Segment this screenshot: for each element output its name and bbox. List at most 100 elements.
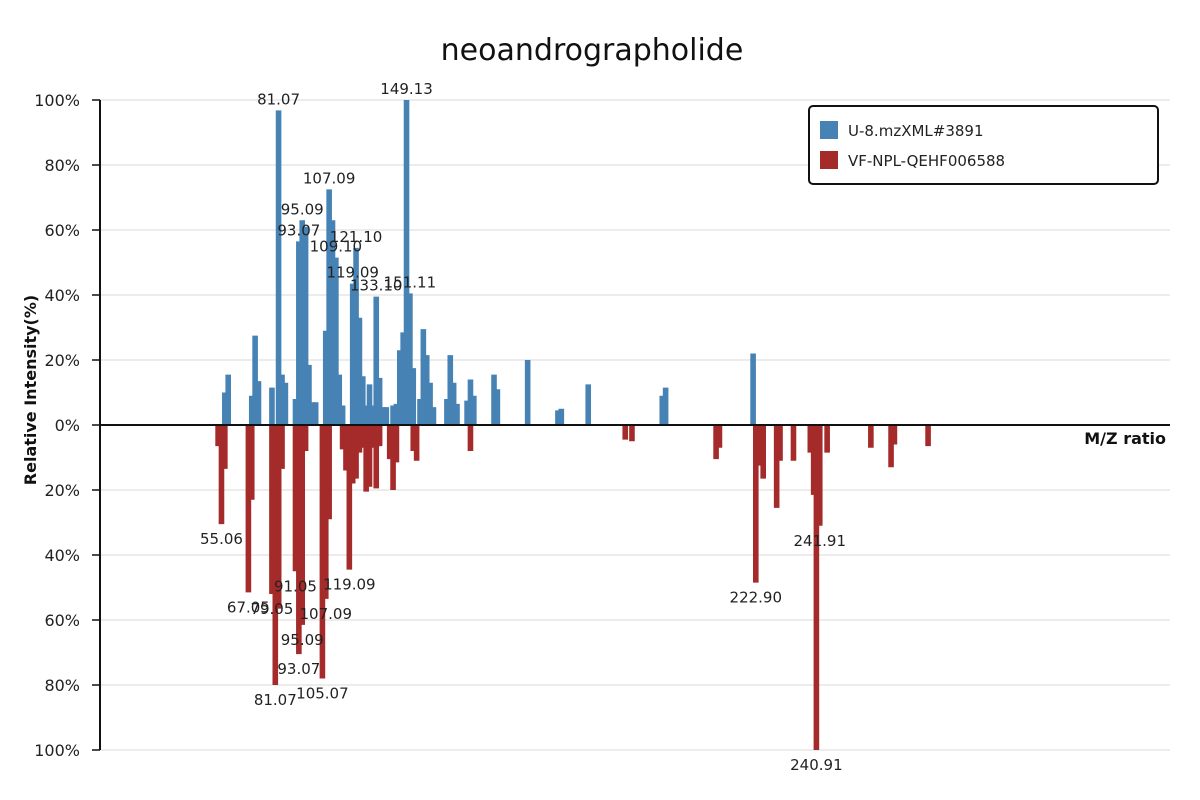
bar-series-1 [750, 353, 756, 425]
y-tick-label: 100% [34, 91, 80, 110]
y-tick-label: 100% [34, 741, 80, 760]
bar-series-1 [420, 329, 427, 425]
bar-series-1 [491, 374, 497, 425]
axes [99, 100, 1170, 750]
bar-series-2 [413, 425, 420, 461]
peak-label: 119.09 [326, 264, 379, 282]
bar-series-1 [302, 226, 309, 425]
bar-series-2 [343, 425, 349, 471]
bar-series-2 [359, 425, 366, 448]
bar-series-2 [777, 425, 783, 461]
bar-series-2 [888, 425, 894, 468]
legend-label-series-1: U-8.mzXML#3891 [848, 122, 984, 140]
peak-label: 95.09 [281, 631, 324, 649]
bar-series-2 [248, 425, 255, 500]
peak-label: 240.91 [790, 756, 843, 774]
y-tick-label: 60% [44, 611, 80, 630]
bar-series-1 [299, 220, 306, 425]
bar-series-2 [322, 425, 329, 599]
peak-label: 119.09 [323, 576, 376, 594]
bar-series-2 [353, 425, 359, 479]
peak-label: 133.10 [350, 277, 403, 295]
bar-series-1 [397, 350, 403, 425]
bar-series-1 [400, 332, 406, 425]
bar-series-1 [329, 220, 336, 425]
bar-series-1 [356, 317, 363, 425]
bar-series-2 [356, 425, 363, 453]
bar-series-1 [380, 407, 386, 425]
bar-series-2 [370, 425, 376, 448]
bar-series-2 [299, 425, 306, 625]
bar-series-1 [296, 241, 302, 425]
bar-series-2 [302, 425, 309, 451]
bar-series-1 [585, 384, 592, 425]
bar-series-1 [662, 387, 669, 425]
peak-label: 109.10 [310, 238, 363, 256]
bar-series-1 [390, 405, 396, 425]
bar-series-2 [296, 425, 302, 655]
bar-series-2 [373, 425, 380, 489]
bar-series-1 [407, 293, 413, 425]
bar-series-2 [326, 425, 332, 520]
peak-label: 93.07 [277, 660, 320, 678]
bar-series-2 [868, 425, 874, 448]
peak-label: 222.90 [730, 589, 783, 607]
bar-series-2 [218, 425, 225, 525]
peak-label: 91.05 [274, 577, 317, 595]
bar-series-2 [752, 425, 759, 583]
bar-series-1 [366, 384, 373, 425]
bar-series-1 [447, 355, 454, 425]
bar-series-2 [275, 425, 282, 609]
bar-series-1 [393, 403, 400, 425]
bar-series-2 [810, 425, 817, 495]
bar-series-2 [891, 425, 898, 445]
bar-series-1 [322, 330, 329, 425]
legend-swatch-blue [820, 121, 838, 139]
bar-series-1 [467, 379, 474, 425]
bar-series-2 [629, 425, 635, 442]
bar-series-1 [450, 382, 457, 425]
y-tick-label: 80% [44, 156, 80, 175]
bar-series-1 [444, 399, 450, 425]
bar-series-2 [245, 425, 252, 593]
y-axis-title: Relative Intensity(%) [21, 295, 40, 485]
peak-label: 241.91 [794, 532, 847, 550]
bar-series-1 [423, 355, 430, 425]
bar-series-2 [760, 425, 766, 479]
peak-label: 107.09 [300, 605, 353, 623]
bar-series-2 [386, 425, 393, 460]
bar-series-1 [252, 335, 258, 425]
bar-series-2 [824, 425, 830, 453]
bar-series-2 [925, 425, 931, 447]
bar-series-1 [376, 377, 383, 425]
bar-series-1 [363, 405, 369, 425]
peak-label: 67.05 [227, 598, 270, 616]
bar-series-1 [306, 364, 312, 425]
bar-series-2 [807, 425, 814, 453]
bar-series-2 [467, 425, 474, 451]
y-tick-label: 20% [44, 351, 80, 370]
bar-series-1 [427, 382, 433, 425]
bar-series-1 [403, 100, 410, 425]
bar-series-1 [255, 381, 262, 425]
y-tick-label: 40% [44, 546, 80, 565]
y-tick-label: 60% [44, 221, 80, 240]
bar-series-1 [555, 410, 561, 425]
bar-series-2 [292, 425, 299, 572]
bar-series-1 [524, 360, 531, 425]
bar-series-1 [309, 402, 316, 425]
chart-title: neoandrographolide [441, 33, 744, 68]
bar-series-2 [622, 425, 629, 440]
legend-swatch-red [820, 151, 838, 169]
bar-series-2 [279, 425, 285, 469]
bar-series-2 [269, 425, 275, 594]
bar-series-1 [336, 374, 343, 425]
bar-series-1 [454, 403, 460, 425]
bar-series-2 [363, 425, 369, 492]
bar-series-2 [773, 425, 780, 508]
peak-label: 105.07 [296, 685, 349, 703]
bar-series-1 [269, 387, 275, 425]
bar-series-1 [282, 382, 289, 425]
peak-label: 121.10 [330, 228, 383, 246]
bar-series-2 [222, 425, 228, 469]
